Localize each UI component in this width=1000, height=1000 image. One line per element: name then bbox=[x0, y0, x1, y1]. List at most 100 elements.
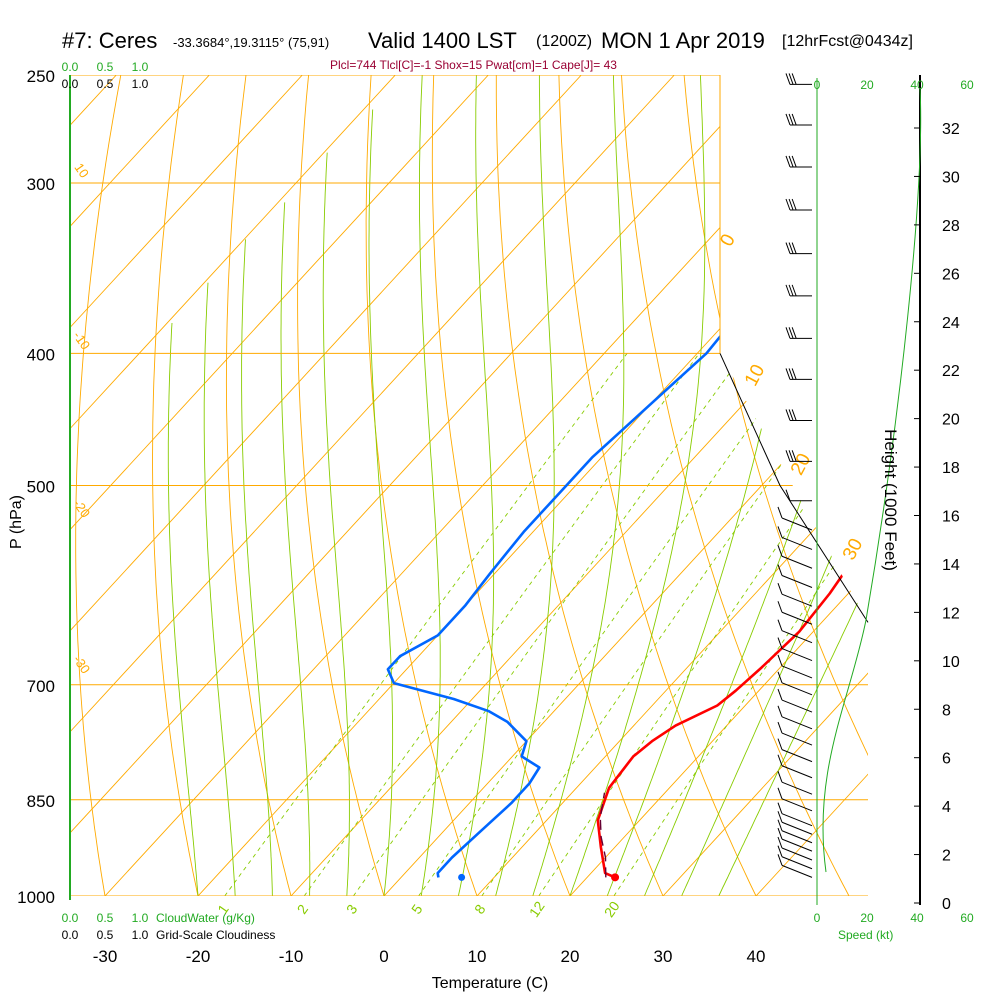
wind-barb-flag bbox=[785, 198, 791, 211]
cloudiness-bottom-tick: 0.0 bbox=[62, 928, 79, 942]
wind-barb-flag bbox=[777, 637, 783, 649]
wind-barb-staff bbox=[781, 781, 813, 795]
sounding-parameters: Plcl=744 Tlcl[C]=-1 Shox=15 Pwat[cm]=1 C… bbox=[330, 58, 617, 72]
wind-barb-flag bbox=[777, 770, 783, 783]
height-tick-label: 0 bbox=[942, 896, 951, 913]
wind-barb-flag bbox=[777, 564, 783, 576]
mixing-ratio-line bbox=[303, 353, 700, 896]
height-tick-label: 6 bbox=[942, 751, 951, 768]
wind-barb-flag bbox=[791, 327, 797, 339]
wind-barb-flag bbox=[777, 738, 783, 750]
x-tick-label: -30 bbox=[93, 947, 118, 966]
y-tick-label: 300 bbox=[27, 175, 55, 194]
cloudwater-bottom-tick: 0.5 bbox=[97, 911, 114, 925]
dry-adiabat-line bbox=[495, 75, 664, 896]
moist-adiabat-line bbox=[280, 202, 311, 896]
moist-adiabat-line bbox=[419, 75, 441, 896]
height-tick-label: 18 bbox=[942, 460, 960, 477]
wind-barb bbox=[777, 738, 813, 763]
wind-barb bbox=[785, 284, 812, 297]
height-tick-label: 8 bbox=[942, 702, 951, 719]
speed-top-tick: 60 bbox=[960, 78, 974, 92]
wind-barb-flag bbox=[788, 327, 794, 339]
temperature-trace bbox=[596, 533, 868, 879]
moist-adiabat-line bbox=[241, 239, 273, 896]
wind-barb-staff bbox=[781, 838, 813, 852]
y-tick-label: 500 bbox=[27, 478, 55, 497]
height-tick-label: 30 bbox=[942, 169, 960, 186]
x-tick-label: 40 bbox=[747, 947, 766, 966]
wind-barb-flag bbox=[777, 836, 783, 849]
wind-barb bbox=[777, 688, 813, 713]
cloudwater-bottom-tick: 0.0 bbox=[62, 911, 79, 925]
wind-barb-flag bbox=[777, 654, 783, 667]
moist-adiabat-line bbox=[203, 282, 236, 896]
isotherm-label: 10 bbox=[71, 160, 92, 180]
height-tick-label: 32 bbox=[942, 121, 960, 138]
wind-barb bbox=[777, 721, 813, 746]
wind-barb bbox=[785, 409, 812, 421]
mixing-ratio-label: 5 bbox=[408, 901, 426, 917]
wind-barb bbox=[777, 601, 813, 625]
wind-barb-flag bbox=[788, 113, 794, 126]
wind-barb-staff bbox=[781, 648, 813, 662]
wind-barb bbox=[777, 705, 813, 730]
cloudiness-bottom-tick: 0.5 bbox=[97, 928, 114, 942]
wind-barb-flag bbox=[788, 73, 794, 85]
wind-barb-staff bbox=[781, 555, 813, 569]
moist-adiabat-line bbox=[718, 579, 868, 896]
wind-barb-flag bbox=[788, 368, 794, 380]
y-tick-label: 700 bbox=[27, 677, 55, 696]
wind-barb-staff bbox=[781, 575, 813, 588]
wind-barb bbox=[777, 802, 813, 827]
wind-barb-flag bbox=[777, 545, 783, 557]
wind-barb bbox=[785, 489, 812, 502]
wind-barb-staff bbox=[781, 821, 813, 835]
speed-bottom-tick: 0 bbox=[814, 911, 821, 925]
y-tick-label: 1000 bbox=[17, 888, 55, 907]
wind-barb bbox=[785, 368, 812, 380]
isotherm-label: -30 bbox=[70, 652, 93, 676]
wind-barb bbox=[777, 506, 813, 531]
wind-barb bbox=[777, 671, 813, 696]
x-axis-label: Temperature (C) bbox=[432, 975, 548, 992]
wind-barb-flag bbox=[785, 155, 791, 168]
cloudiness-label: Grid-Scale Cloudiness bbox=[156, 928, 275, 942]
wind-barb-flag bbox=[777, 845, 783, 857]
wind-barb-flag bbox=[785, 489, 791, 501]
wind-barb-flag bbox=[788, 450, 794, 462]
wind-barb-flag bbox=[788, 198, 794, 211]
isotherm-line bbox=[70, 75, 210, 228]
wind-barb-flag bbox=[777, 671, 783, 684]
wind-barb-staff bbox=[781, 716, 813, 730]
wind-barb-staff bbox=[781, 699, 813, 713]
wind-barb-staff bbox=[781, 593, 813, 607]
dry-adiabat-line bbox=[152, 75, 199, 896]
wind-barb bbox=[777, 526, 813, 550]
cloudiness-bottom-tick: 1.0 bbox=[132, 928, 149, 942]
wind-barb bbox=[777, 787, 813, 812]
wind-barb bbox=[777, 619, 813, 644]
moist-adiabat-line bbox=[681, 467, 868, 896]
wind-barb-staff bbox=[781, 536, 813, 550]
wind-barb-flag bbox=[785, 450, 791, 462]
cloudwater-bottom-tick: 1.0 bbox=[132, 911, 149, 925]
wind-barb-flag bbox=[788, 155, 794, 168]
wind-barb-staff bbox=[781, 765, 813, 779]
wind-barb-flag bbox=[791, 409, 797, 421]
wind-barb-staff bbox=[781, 856, 813, 870]
cloudwater-top-tick: 1.0 bbox=[132, 60, 149, 74]
speed-bottom-tick: 20 bbox=[860, 911, 874, 925]
wind-barb-staff bbox=[781, 830, 813, 844]
wind-barb-staff bbox=[781, 665, 813, 679]
wind-barb-flag bbox=[785, 284, 791, 297]
valid-time: Valid 1400 LST bbox=[368, 28, 517, 53]
wind-barb-staff bbox=[781, 813, 813, 827]
dry-adiabat-line bbox=[621, 75, 850, 896]
isotherm-line bbox=[70, 75, 303, 329]
speed-top-tick: 20 bbox=[860, 78, 874, 92]
wind-barb bbox=[777, 827, 813, 852]
wind-barb bbox=[785, 155, 812, 168]
wind-barb bbox=[785, 450, 812, 462]
wind-barb bbox=[777, 854, 813, 878]
